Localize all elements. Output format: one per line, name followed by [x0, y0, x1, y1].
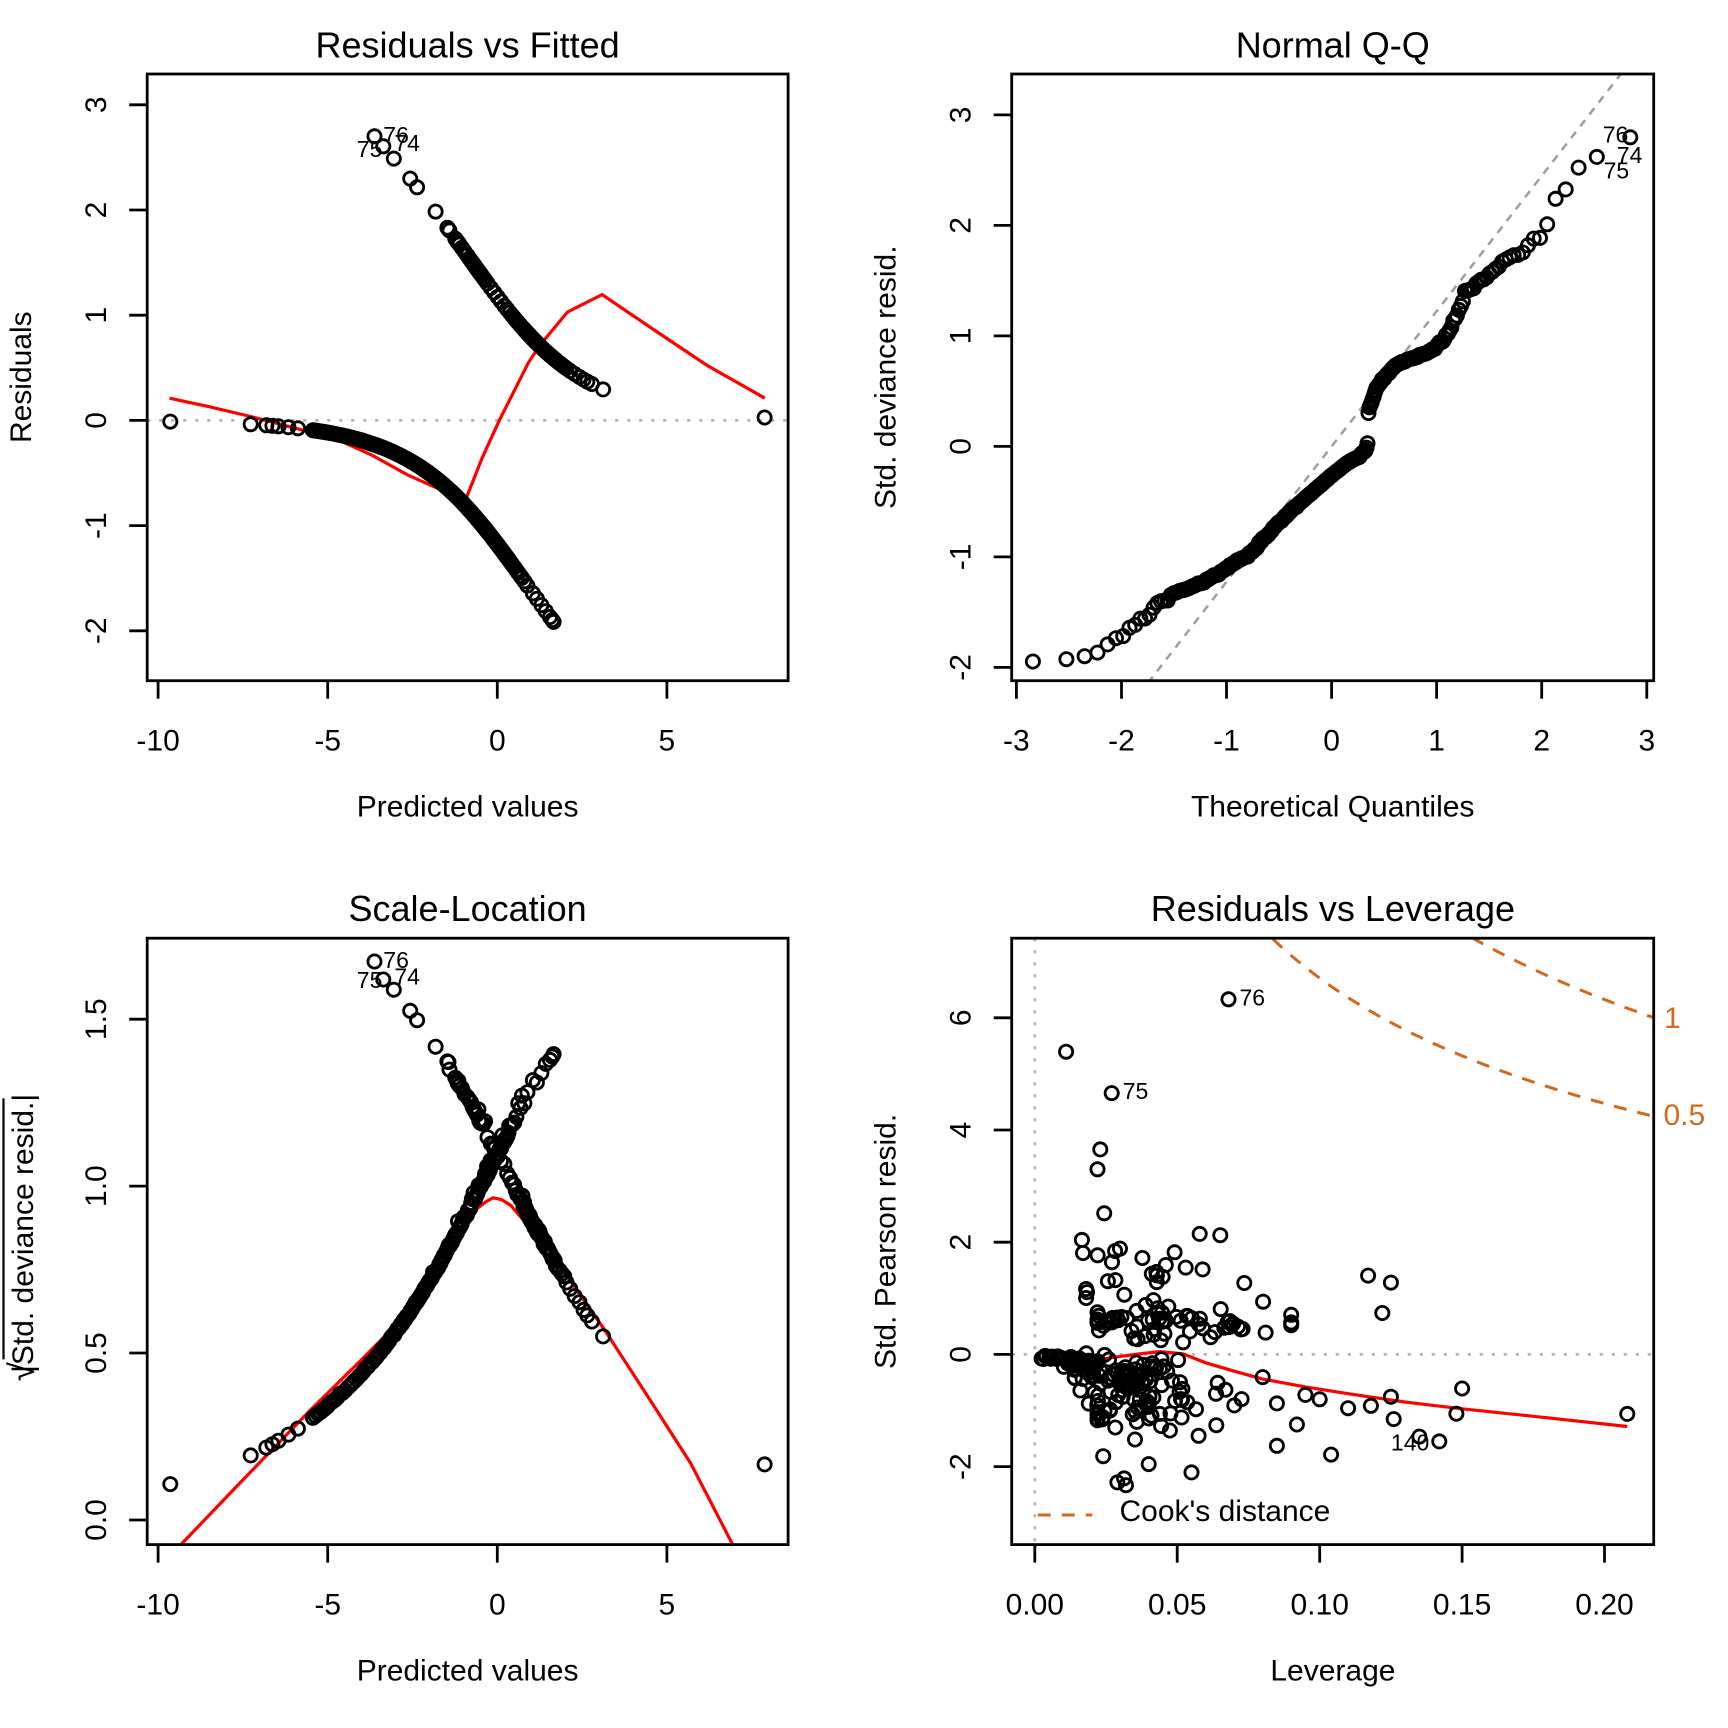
svg-text:0: 0	[489, 1589, 506, 1622]
svg-text:-2: -2	[945, 654, 978, 681]
svg-text:√: √	[3, 1361, 42, 1381]
svg-text:4: 4	[945, 1122, 978, 1139]
svg-text:0: 0	[1323, 725, 1340, 758]
svg-text:0.05: 0.05	[1148, 1589, 1206, 1622]
svg-text:Cook's distance: Cook's distance	[1120, 1495, 1331, 1528]
svg-text:Predicted values: Predicted values	[357, 790, 579, 823]
svg-text:2: 2	[1533, 725, 1550, 758]
svg-text:1: 1	[945, 328, 978, 345]
svg-text:3: 3	[80, 96, 113, 113]
svg-text:2: 2	[945, 217, 978, 234]
svg-text:-1: -1	[1213, 725, 1240, 758]
svg-text:Leverage: Leverage	[1270, 1655, 1395, 1688]
svg-text:0.5: 0.5	[80, 1332, 113, 1374]
svg-text:0.0: 0.0	[80, 1499, 113, 1541]
svg-text:0.20: 0.20	[1575, 1589, 1633, 1622]
svg-text:75: 75	[357, 136, 383, 162]
svg-text:76: 76	[1603, 121, 1629, 147]
svg-text:1: 1	[1664, 1002, 1681, 1035]
svg-text:Normal Q-Q: Normal Q-Q	[1236, 25, 1430, 66]
svg-text:140: 140	[1391, 1429, 1429, 1455]
svg-text:-10: -10	[136, 725, 179, 758]
svg-text:1.0: 1.0	[80, 1165, 113, 1207]
svg-text:-2: -2	[80, 617, 113, 644]
svg-text:75: 75	[1604, 158, 1630, 184]
svg-text:Std. deviance resid.: Std. deviance resid.	[870, 245, 903, 508]
svg-text:Theoretical Quantiles: Theoretical Quantiles	[1191, 790, 1474, 823]
svg-text:1.5: 1.5	[80, 998, 113, 1040]
svg-text:Residuals vs Leverage: Residuals vs Leverage	[1151, 888, 1515, 929]
svg-text:1: 1	[1428, 725, 1445, 758]
svg-text:74: 74	[1617, 142, 1643, 168]
svg-text:76: 76	[383, 947, 409, 973]
svg-text:Predicted values: Predicted values	[357, 1655, 579, 1688]
svg-text:3: 3	[945, 107, 978, 124]
svg-text:Residuals vs Fitted: Residuals vs Fitted	[316, 25, 620, 66]
svg-text:0: 0	[945, 438, 978, 455]
svg-text:Residuals: Residuals	[5, 311, 38, 443]
svg-text:2: 2	[80, 202, 113, 219]
svg-text:-3: -3	[1003, 725, 1030, 758]
svg-text:|Std. deviance resid.|: |Std. deviance resid.|	[7, 1094, 40, 1373]
svg-text:0: 0	[489, 725, 506, 758]
svg-text:0.5: 0.5	[1664, 1099, 1706, 1132]
svg-text:2: 2	[945, 1234, 978, 1251]
svg-text:-5: -5	[314, 725, 341, 758]
svg-text:5: 5	[659, 725, 676, 758]
svg-text:76: 76	[1240, 984, 1266, 1010]
svg-text:0.15: 0.15	[1433, 1589, 1491, 1622]
svg-text:0: 0	[80, 412, 113, 429]
svg-text:1: 1	[80, 307, 113, 324]
svg-text:0.10: 0.10	[1291, 1589, 1349, 1622]
svg-text:-1: -1	[80, 512, 113, 539]
svg-text:75: 75	[357, 967, 383, 993]
svg-text:Scale-Location: Scale-Location	[349, 888, 587, 929]
svg-text:75: 75	[1123, 1078, 1149, 1104]
svg-text:74: 74	[394, 130, 420, 156]
svg-text:-2: -2	[1108, 725, 1135, 758]
svg-text:0.00: 0.00	[1006, 1589, 1064, 1622]
svg-text:-2: -2	[945, 1453, 978, 1480]
svg-text:0: 0	[945, 1346, 978, 1363]
svg-text:6: 6	[945, 1009, 978, 1026]
svg-text:3: 3	[1638, 725, 1655, 758]
svg-text:-10: -10	[136, 1589, 179, 1622]
svg-text:Std. Pearson resid.: Std. Pearson resid.	[870, 1114, 903, 1369]
svg-text:76: 76	[383, 122, 409, 148]
svg-text:-5: -5	[314, 1589, 341, 1622]
svg-text:-1: -1	[945, 544, 978, 571]
svg-text:74: 74	[394, 963, 420, 989]
svg-text:5: 5	[659, 1589, 676, 1622]
